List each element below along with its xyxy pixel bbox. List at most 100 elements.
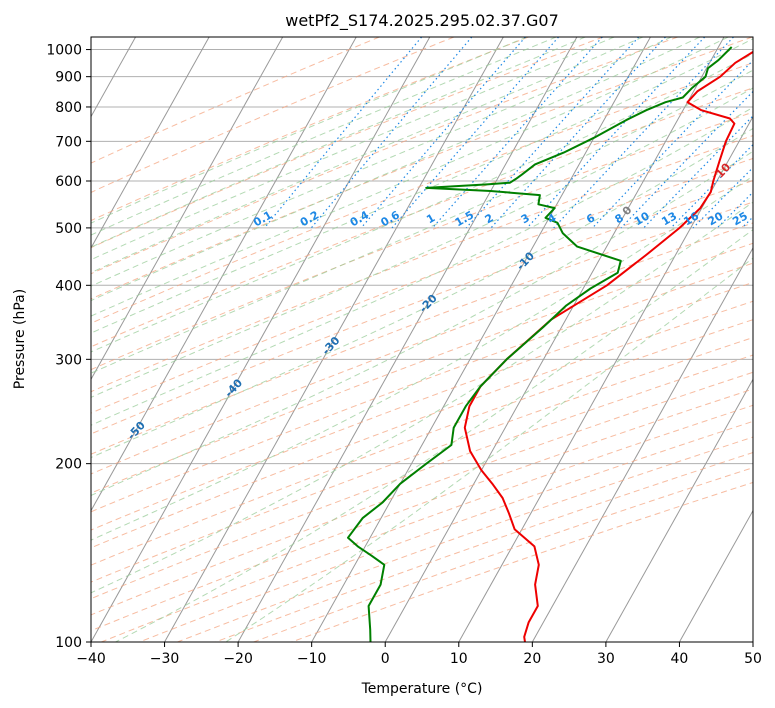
x-tick-label: 10	[450, 651, 468, 667]
y-axis-label: Pressure (hPa)	[12, 289, 28, 389]
mixing-ratio-label: 30	[751, 209, 771, 228]
isotherm-label: -40	[222, 376, 245, 400]
y-tick-label: 800	[55, 100, 82, 116]
dry-adiabat-line	[91, 300, 753, 549]
x-axis-label: Temperature (°C)	[361, 681, 483, 697]
dry-adiabat-line	[91, 388, 753, 632]
isotherm-line	[679, 509, 753, 642]
dry-adiabat-line	[91, 262, 753, 513]
dry-adiabat-line	[91, 37, 529, 222]
dry-adiabat-line	[91, 62, 753, 324]
mixing-ratio-label: 36	[771, 209, 775, 228]
moist-adiabat-line	[91, 37, 701, 302]
mixing-ratio-label: 0.4	[348, 208, 372, 229]
dry-adiabat-line	[91, 337, 753, 583]
moist-adiabat-line	[91, 37, 672, 287]
moist-adiabat-line	[91, 201, 753, 594]
y-tick-label: 900	[55, 70, 82, 86]
moist-adiabat-line	[91, 38, 753, 334]
y-tick-label: 500	[55, 221, 82, 237]
mixing-ratio-line	[310, 37, 473, 229]
isotherm-label: -30	[319, 334, 342, 358]
moist-adiabat-line	[91, 87, 753, 398]
isotherm-line	[91, 37, 357, 512]
dry-adiabat-line	[91, 281, 753, 531]
plot-frame	[90, 36, 754, 643]
mixing-ratio-label: 6	[584, 211, 597, 226]
mixing-ratio-label: 2	[483, 211, 496, 226]
isotherm-line	[91, 37, 431, 642]
isotherm-line	[0, 37, 62, 642]
moist-adiabat-line	[91, 37, 557, 236]
mixing-ratio-line	[592, 59, 753, 229]
moist-adiabat-line	[91, 37, 729, 317]
isotherm-line	[384, 37, 725, 642]
y-tick-label: 1000	[46, 43, 82, 59]
moist-adiabat-line	[91, 69, 753, 374]
chart-title: wetPf2_S174.2025.295.02.37.G07	[285, 11, 559, 31]
moist-adiabat-line	[91, 175, 753, 541]
dry-adiabat-line	[91, 37, 604, 249]
mixing-ratio-line	[553, 37, 734, 229]
dry-adiabat-line	[91, 37, 753, 300]
x-tick-label: 50	[744, 651, 762, 667]
mixing-ratio-line	[360, 37, 526, 229]
isotherm-label: -10	[514, 249, 537, 273]
dry-adiabat-line	[91, 87, 753, 348]
dewpoint-line	[347, 46, 733, 642]
mixing-ratio-line	[526, 37, 706, 229]
x-tick-label: 0	[381, 651, 390, 667]
x-tick-label: −30	[150, 651, 180, 667]
mixing-ratio-line	[741, 216, 753, 229]
y-tick-label: 600	[55, 174, 82, 190]
isotherm-line	[237, 37, 578, 642]
y-tick-label: 700	[55, 134, 82, 150]
moist-adiabat-line	[91, 150, 753, 496]
dry-adiabat-line	[91, 37, 380, 164]
dry-adiabat-line	[91, 179, 753, 435]
isotherm-line	[91, 37, 210, 249]
moist-adiabat-line	[91, 37, 615, 261]
x-tick-label: −40	[76, 651, 106, 667]
dry-adiabat-line	[91, 157, 753, 414]
moist-adiabat-line	[115, 229, 753, 642]
mixing-ratio-label: 25	[730, 209, 750, 228]
moist-adiabat-line	[91, 106, 753, 426]
x-tick-label: −10	[297, 651, 327, 667]
mixing-ratio-label: 0.2	[298, 208, 321, 229]
mixing-ratio-line	[670, 143, 753, 229]
isotherm-line	[164, 37, 504, 642]
mixing-ratio-line	[432, 37, 603, 229]
y-tick-label: 100	[55, 635, 82, 651]
mixing-ratio-line	[762, 37, 775, 228]
dry-adiabat-line	[91, 37, 455, 193]
isotherm-label: 10	[713, 160, 733, 180]
x-tick-label: 20	[523, 651, 541, 667]
isotherm-label: -60	[28, 461, 51, 485]
mixing-ratio-line	[264, 37, 423, 229]
x-tick-label: −20	[223, 651, 253, 667]
mixing-ratio-label: 3	[519, 211, 532, 226]
x-tick-label: 40	[671, 651, 689, 667]
moist-adiabat-line	[225, 257, 753, 642]
mixing-ratio-line	[391, 37, 560, 229]
mixing-ratio-line	[490, 37, 666, 229]
isotherm-line	[458, 115, 753, 642]
mixing-ratio-label: 10	[632, 209, 652, 228]
dry-adiabat-line	[91, 371, 753, 616]
dry-adiabat-line	[91, 222, 753, 475]
isotherm-line	[531, 246, 753, 642]
mixing-ratio-label: 0.1	[251, 208, 274, 229]
isotherm-line	[752, 640, 753, 642]
y-tick-label: 400	[55, 278, 82, 294]
dry-adiabat-line	[91, 135, 753, 393]
dry-adiabat-line	[91, 242, 753, 494]
mixing-ratio-line	[643, 115, 753, 229]
isotherm-line	[91, 37, 284, 381]
mixing-ratio-line	[620, 90, 753, 229]
y-tick-label: 300	[55, 352, 82, 368]
moist-adiabat-line	[91, 53, 753, 353]
dry-adiabat-line	[101, 404, 753, 642]
moist-adiabat-line	[91, 127, 753, 459]
dry-adiabat-line	[91, 37, 678, 275]
